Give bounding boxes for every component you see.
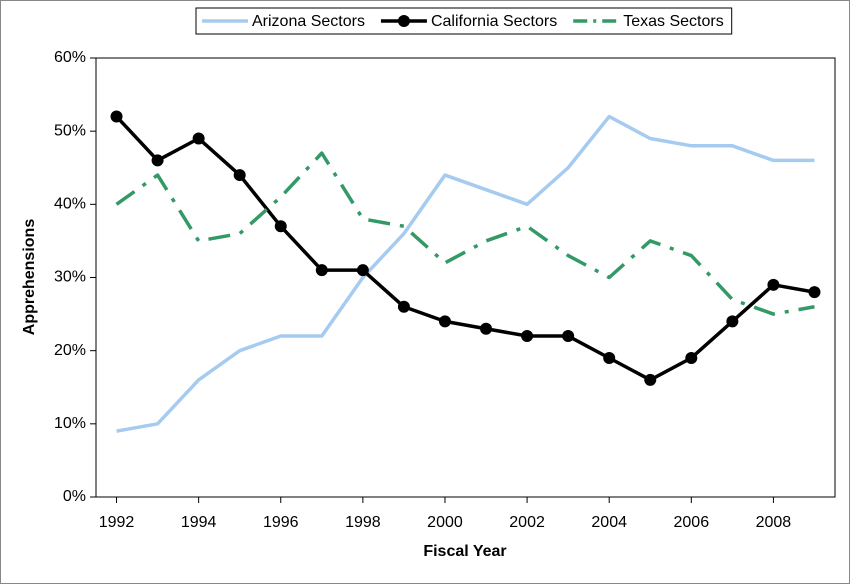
data-point (356, 264, 369, 277)
x-tick-label: 1996 (263, 514, 299, 531)
legend-label: California Sectors (431, 13, 557, 30)
data-point (603, 351, 616, 364)
x-tick-label: 2004 (591, 514, 627, 531)
data-point (685, 351, 698, 364)
y-tick-label: 40% (54, 196, 86, 213)
y-tick-label: 10% (54, 415, 86, 432)
x-tick-label: 2008 (756, 514, 792, 531)
series-line (116, 114, 815, 433)
series-line (115, 151, 815, 316)
data-point (274, 220, 287, 233)
data-point (233, 169, 246, 182)
x-tick-label: 2006 (674, 514, 710, 531)
data-point (808, 286, 821, 299)
legend-label: Texas Sectors (623, 13, 723, 30)
data-point (480, 322, 493, 335)
x-tick-label: 1998 (345, 514, 381, 531)
y-tick-label: 50% (54, 122, 86, 139)
x-tick-label: 2000 (427, 514, 463, 531)
x-tick-label: 1994 (181, 514, 217, 531)
legend-label: Arizona Sectors (252, 13, 365, 30)
data-point (562, 330, 575, 343)
x-axis-title: Fiscal Year (423, 543, 506, 560)
series-line (115, 115, 815, 382)
data-point (726, 315, 739, 328)
y-axis-title: Apprehensions (21, 219, 38, 336)
y-tick-label: 0% (63, 488, 86, 505)
data-point (110, 110, 123, 123)
y-tick-label: 20% (54, 342, 86, 359)
data-point (151, 154, 164, 167)
y-tick-label: 60% (54, 49, 86, 66)
data-point (644, 373, 657, 386)
data-point (521, 330, 534, 343)
data-point (397, 300, 410, 313)
x-tick-label: 2002 (509, 514, 545, 531)
data-point (315, 264, 328, 277)
y-tick-label: 30% (54, 269, 86, 286)
legend-box (195, 7, 733, 35)
x-tick-label: 1992 (99, 514, 135, 531)
data-point (767, 278, 780, 291)
data-point (438, 315, 451, 328)
data-point (192, 132, 205, 145)
legend-marker (397, 15, 410, 27)
